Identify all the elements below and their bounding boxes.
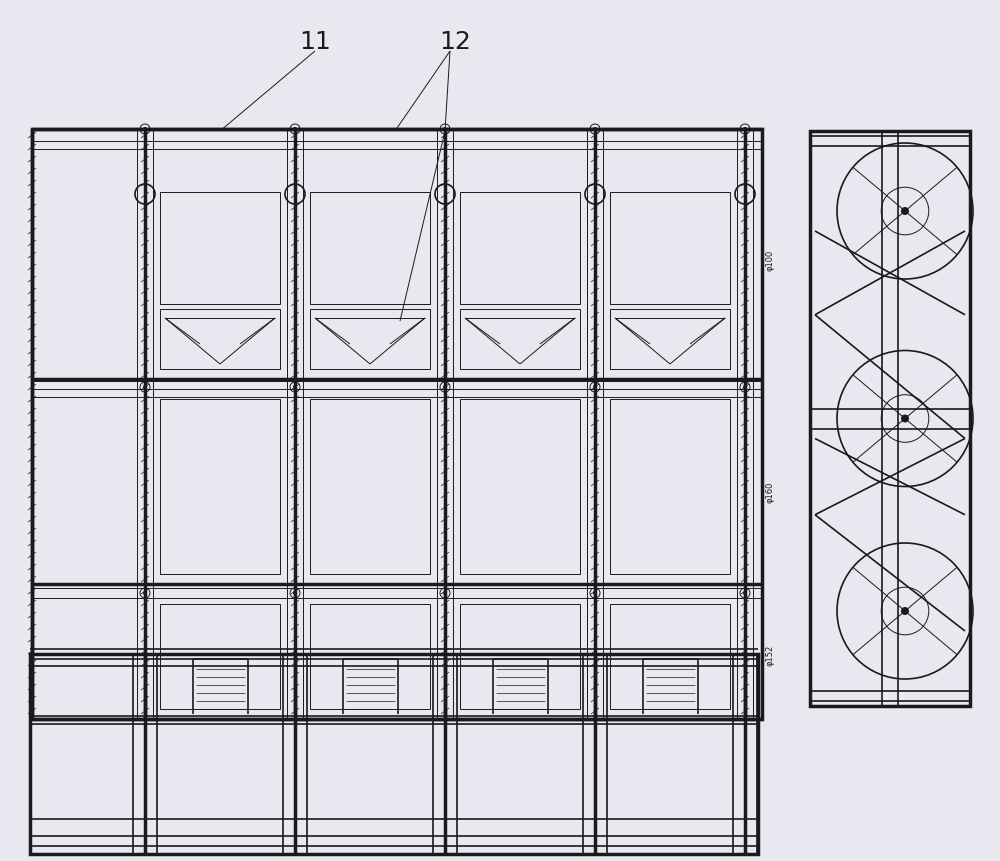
Bar [160, 604, 280, 709]
Text: 12: 12 [439, 30, 471, 54]
Circle shape [443, 127, 447, 132]
Circle shape [743, 127, 747, 132]
Circle shape [443, 592, 447, 595]
Circle shape [293, 592, 297, 595]
Bar [160, 400, 280, 574]
Text: φ152: φ152 [766, 644, 774, 665]
Circle shape [443, 386, 447, 389]
Bar [610, 604, 730, 709]
Bar [610, 400, 730, 574]
Text: 11: 11 [299, 30, 331, 54]
Bar [30, 654, 758, 854]
Bar [160, 193, 280, 305]
Circle shape [901, 607, 909, 616]
Bar [810, 132, 970, 706]
Bar [310, 310, 430, 369]
Circle shape [743, 592, 747, 595]
Bar [160, 310, 280, 369]
Circle shape [143, 386, 147, 389]
Bar [310, 604, 430, 709]
Circle shape [593, 127, 597, 132]
Circle shape [143, 127, 147, 132]
Circle shape [743, 386, 747, 389]
Text: φ100: φ100 [766, 249, 774, 270]
Circle shape [901, 415, 909, 423]
Circle shape [143, 592, 147, 595]
Circle shape [593, 592, 597, 595]
Bar [610, 193, 730, 305]
Bar [460, 400, 580, 574]
Bar [32, 130, 762, 719]
Circle shape [901, 208, 909, 216]
Bar [310, 400, 430, 574]
Bar [460, 604, 580, 709]
Bar [610, 310, 730, 369]
Bar [460, 310, 580, 369]
Circle shape [593, 386, 597, 389]
Circle shape [293, 127, 297, 132]
Bar [310, 193, 430, 305]
Circle shape [293, 386, 297, 389]
Bar [460, 193, 580, 305]
Text: φ160: φ160 [766, 481, 774, 503]
